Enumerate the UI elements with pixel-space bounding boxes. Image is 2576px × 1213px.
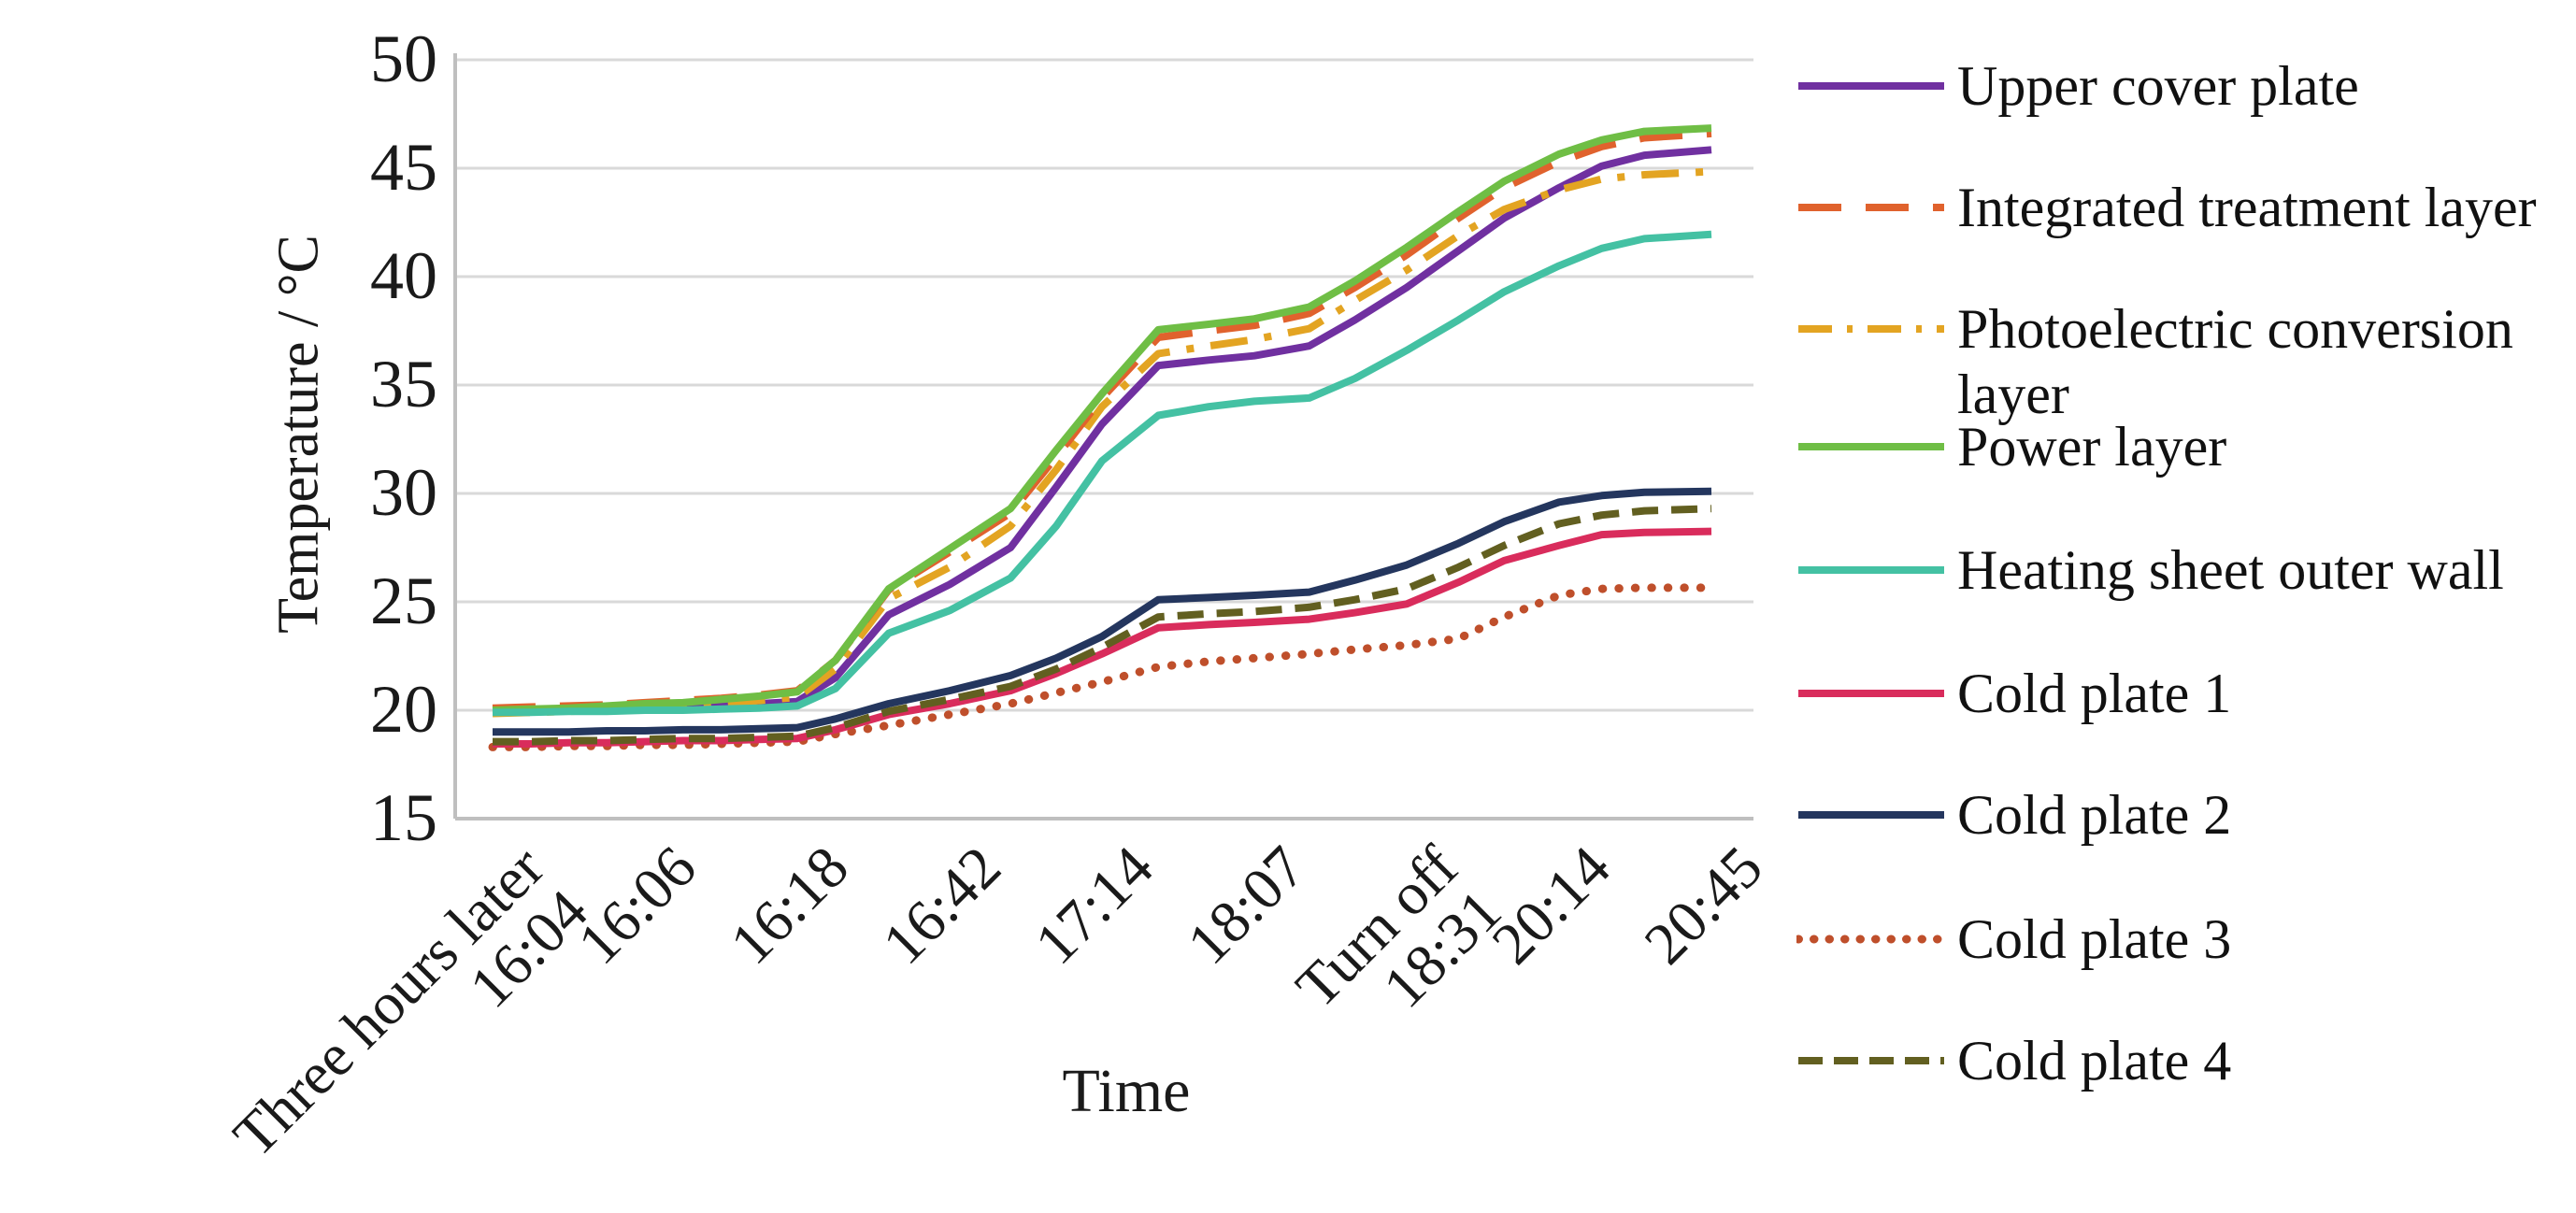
y-tick-label-15: 15 xyxy=(370,780,437,855)
legend-swatch-dashed-line-icon xyxy=(1798,204,1944,211)
series-line-cold-plate-3 xyxy=(488,583,1716,751)
legend-item-photoelectric-conversion-layer: Photoelectric conversion layer xyxy=(1796,296,2546,427)
series-line-upper-cover-plate xyxy=(493,146,1712,714)
y-tick-label-45: 45 xyxy=(370,130,437,205)
legend-label: Cold plate 3 xyxy=(1957,908,2232,970)
legend-swatch-solid-line-icon xyxy=(1798,811,1944,819)
legend-label: Photoelectric conversion layer xyxy=(1957,298,2513,425)
legend-swatch-dashdot-line-icon xyxy=(1798,325,1944,333)
series-line-heating-sheet-outer-wall xyxy=(493,230,1712,717)
legend-swatch-solid-line-icon xyxy=(1798,443,1944,450)
legend-label: Upper cover plate xyxy=(1957,55,2359,117)
legend-item-cold-plate-2: Cold plate 2 xyxy=(1796,782,2546,848)
series-line-cold-plate-4 xyxy=(493,505,1712,746)
legend-swatch-short-dash-line-icon xyxy=(1798,1057,1944,1064)
y-tick-label-40: 40 xyxy=(370,238,437,313)
series-line-power-layer xyxy=(492,124,1712,714)
legend-label: Cold plate 1 xyxy=(1957,663,2232,724)
legend-item-integrated-treatment-layer: Integrated treatment layer xyxy=(1796,175,2546,240)
legend-swatch-dotted-line-icon xyxy=(1796,935,1946,944)
plot-area xyxy=(453,53,1753,821)
legend-item-heating-sheet-outer-wall: Heating sheet outer wall xyxy=(1796,537,2546,603)
y-tick-label-50: 50 xyxy=(370,21,437,96)
y-tick-label-35: 35 xyxy=(370,347,437,421)
y-tick-label-30: 30 xyxy=(370,455,437,530)
legend-swatch-solid-line-icon xyxy=(1798,690,1944,697)
legend-item-upper-cover-plate: Upper cover plate xyxy=(1796,53,2546,119)
legend-swatch-solid-line-icon xyxy=(1798,82,1944,90)
series-line-cold-plate-2 xyxy=(493,487,1712,736)
legend-label: Cold plate 4 xyxy=(1957,1030,2232,1092)
x-axis-title: Time xyxy=(1062,1057,1191,1125)
legend-item-power-layer: Power layer xyxy=(1796,414,2546,479)
y-tick-label-20: 20 xyxy=(370,672,437,747)
legend-label: Cold plate 2 xyxy=(1957,784,2232,846)
legend-swatch-solid-line-icon xyxy=(1798,566,1944,574)
chart-figure: Temperature / °C Time 15 20 25 30 35 40 45 50 T… xyxy=(220,21,2546,1170)
y-tick-label-25: 25 xyxy=(370,564,437,638)
legend-item-cold-plate-1: Cold plate 1 xyxy=(1796,661,2546,726)
y-axis-title: Temperature / °C xyxy=(266,235,331,634)
legend-item-cold-plate-4: Cold plate 4 xyxy=(1796,1028,2546,1093)
legend-label: Integrated treatment layer xyxy=(1957,177,2537,238)
legend-label: Heating sheet outer wall xyxy=(1957,539,2504,601)
legend-item-cold-plate-3: Cold plate 3 xyxy=(1796,906,2546,972)
legend-label: Power layer xyxy=(1957,416,2227,478)
